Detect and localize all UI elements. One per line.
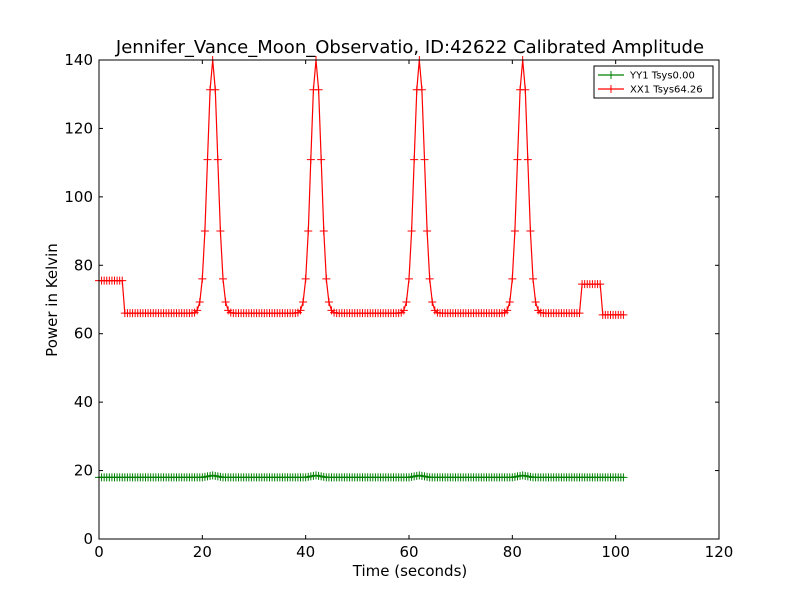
data-point xyxy=(211,85,220,94)
axes-frame xyxy=(98,59,720,540)
data-point xyxy=(513,155,522,164)
data-point xyxy=(299,298,308,307)
data-point xyxy=(410,155,419,164)
data-point xyxy=(531,298,540,307)
data-point xyxy=(193,306,202,315)
data-point xyxy=(420,155,429,164)
data-point xyxy=(407,226,416,235)
legend-swatch-marker xyxy=(607,85,615,93)
data-point xyxy=(505,298,514,307)
data-point xyxy=(405,274,413,283)
y-tick-label: 80 xyxy=(74,256,93,274)
data-point xyxy=(317,155,326,164)
y-tick-label: 0 xyxy=(83,530,93,548)
plot-area xyxy=(95,56,628,482)
data-point xyxy=(575,309,584,318)
data-point xyxy=(296,306,305,315)
axis-ticks: 0 20 40 60 80 100 120 0 20 40 60 80 100 120 140 xyxy=(64,51,733,561)
data-point xyxy=(198,274,207,283)
y-tick-label: 20 xyxy=(74,462,93,480)
data-point xyxy=(195,298,204,307)
data-point xyxy=(314,85,323,94)
x-tick-label: 40 xyxy=(296,543,315,561)
data-point xyxy=(322,274,331,283)
x-tick-label: 20 xyxy=(193,543,212,561)
y-tick-label: 120 xyxy=(64,119,93,137)
x-axis-label: Time (seconds) xyxy=(352,562,468,580)
chart-title: Jennifer_Vance_Moon_Observatio, ID:42622… xyxy=(115,37,704,58)
data-point xyxy=(529,274,537,283)
legend-entry-label: YY1 Tsys0.00 xyxy=(629,71,695,82)
legend-swatch-marker xyxy=(607,71,615,79)
data-point xyxy=(425,274,434,283)
data-point xyxy=(216,226,225,235)
data-point xyxy=(306,155,315,164)
data-point xyxy=(301,274,310,283)
data-point xyxy=(508,274,517,283)
y-tick-label: 100 xyxy=(64,188,93,206)
legend: YY1 Tsys0.00 XX1 Tsys64.26 xyxy=(593,65,714,99)
data-point xyxy=(428,298,437,307)
data-point xyxy=(402,298,411,307)
data-point xyxy=(417,85,426,94)
data-point xyxy=(399,306,408,315)
y-tick-label: 40 xyxy=(74,393,93,411)
x-tick-label: 100 xyxy=(601,543,630,561)
x-tick-label: 0 xyxy=(94,543,104,561)
data-point xyxy=(503,306,512,315)
data-point xyxy=(319,226,328,235)
data-point xyxy=(521,85,530,94)
data-point xyxy=(619,310,628,319)
data-point xyxy=(219,274,227,283)
data-point xyxy=(510,226,519,235)
data-point xyxy=(200,226,209,235)
legend-box xyxy=(593,65,714,99)
x-tick-label: 80 xyxy=(503,543,522,561)
data-point xyxy=(526,226,535,235)
data-point xyxy=(423,226,432,235)
data-point xyxy=(213,155,222,164)
data-point xyxy=(304,226,313,235)
y-tick-label: 140 xyxy=(64,51,93,69)
x-tick-label: 120 xyxy=(705,543,734,561)
data-point xyxy=(221,298,230,307)
data-point xyxy=(118,276,127,285)
data-point xyxy=(523,155,532,164)
data-point xyxy=(619,473,628,482)
data-point xyxy=(596,280,605,289)
y-tick-label: 60 xyxy=(74,325,93,343)
data-point xyxy=(324,298,333,307)
y-axis-label: Power in Kelvin xyxy=(43,243,61,357)
x-tick-label: 60 xyxy=(399,543,418,561)
legend-entry-label: XX1 Tsys64.26 xyxy=(630,85,703,96)
data-point xyxy=(203,155,212,164)
